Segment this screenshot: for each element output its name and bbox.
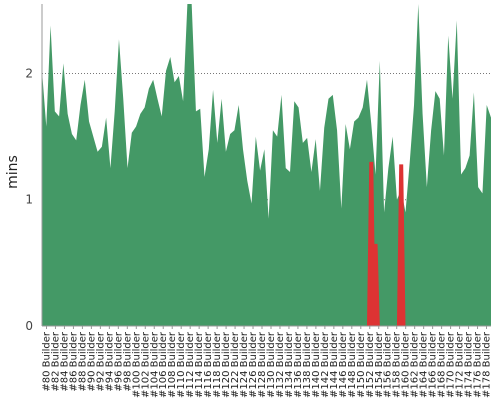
x-tick-label: #134 Builder (284, 331, 295, 398)
x-tick-label: #148 Builder (347, 331, 358, 398)
x-tick-label: #90 Builder (86, 331, 97, 392)
x-tick-label: #108 Builder (167, 331, 178, 398)
x-tick-label: #174 Builder (464, 331, 475, 398)
x-tick-label: #136 Builder (293, 331, 304, 398)
x-tick-label: #84 Builder (60, 331, 71, 392)
y-tick-label: 0 (25, 319, 33, 333)
y-tick-label: 2 (25, 66, 33, 80)
x-tick-label: #146 Builder (338, 331, 349, 398)
x-tick-label: #176 Builder (473, 331, 484, 398)
x-tick-label: #106 Builder (158, 331, 169, 398)
x-tick-label: #92 Builder (95, 331, 106, 392)
x-tick-label: #130 Builder (266, 331, 277, 398)
x-tick-label: #162 Builder (410, 331, 421, 398)
x-tick-label: #158 Builder (392, 331, 403, 398)
x-tick-label: #152 Builder (365, 331, 376, 398)
axes (41, 4, 491, 327)
x-tick-label: #142 Builder (320, 331, 331, 398)
x-tick-label: #164 Builder (419, 331, 430, 398)
x-tick-label: #118 Builder (212, 331, 223, 398)
x-tick-label: #110 Builder (176, 331, 187, 398)
x-tick-label: #166 Builder (428, 331, 439, 398)
x-tick-label: #82 Builder (51, 331, 62, 392)
x-tick-label: #172 Builder (455, 331, 466, 398)
failed-build-area (366, 161, 406, 326)
x-tick-label: #96 Builder (113, 331, 124, 392)
x-tick-label: #124 Builder (239, 331, 250, 398)
x-tick-label: #104 Builder (149, 331, 160, 398)
x-tick-labels: #80 Builder#82 Builder#84 Builder#86 Bui… (42, 326, 493, 398)
x-tick-label: #122 Builder (230, 331, 241, 398)
x-tick-label: #138 Builder (302, 331, 313, 398)
x-tick-label: #100 Builder (131, 331, 142, 398)
x-tick-label: #140 Builder (311, 331, 322, 398)
x-tick-label: #86 Builder (68, 331, 79, 392)
x-tick-label: #144 Builder (329, 331, 340, 398)
series-areas (42, 4, 491, 326)
x-tick-label: #88 Builder (77, 331, 88, 392)
x-tick-label: #154 Builder (374, 331, 385, 398)
x-tick-label: #114 Builder (194, 331, 205, 398)
y-axis-title: mins (5, 155, 21, 189)
y-tick-label: 1 (25, 193, 33, 207)
x-tick-label: #126 Builder (248, 331, 259, 398)
x-tick-label: #170 Builder (446, 331, 457, 398)
x-tick-label: #128 Builder (257, 331, 268, 398)
x-tick-label: #98 Builder (122, 331, 133, 392)
x-tick-label: #80 Builder (42, 331, 53, 392)
x-tick-label: #160 Builder (401, 331, 412, 398)
x-tick-label: #94 Builder (104, 331, 115, 392)
x-tick-label: #150 Builder (356, 331, 367, 398)
x-tick-label: #178 Builder (482, 331, 493, 398)
x-tick-label: #156 Builder (383, 331, 394, 398)
x-tick-label: #116 Builder (203, 331, 214, 398)
x-tick-label: #102 Builder (140, 331, 151, 398)
x-tick-label: #168 Builder (437, 331, 448, 398)
build-time-area (42, 4, 491, 326)
x-tick-label: #120 Builder (221, 331, 232, 398)
x-tick-label: #112 Builder (185, 331, 196, 398)
y-tick-labels: 0 1 2 (25, 66, 33, 333)
x-tick-label: #132 Builder (275, 331, 286, 398)
